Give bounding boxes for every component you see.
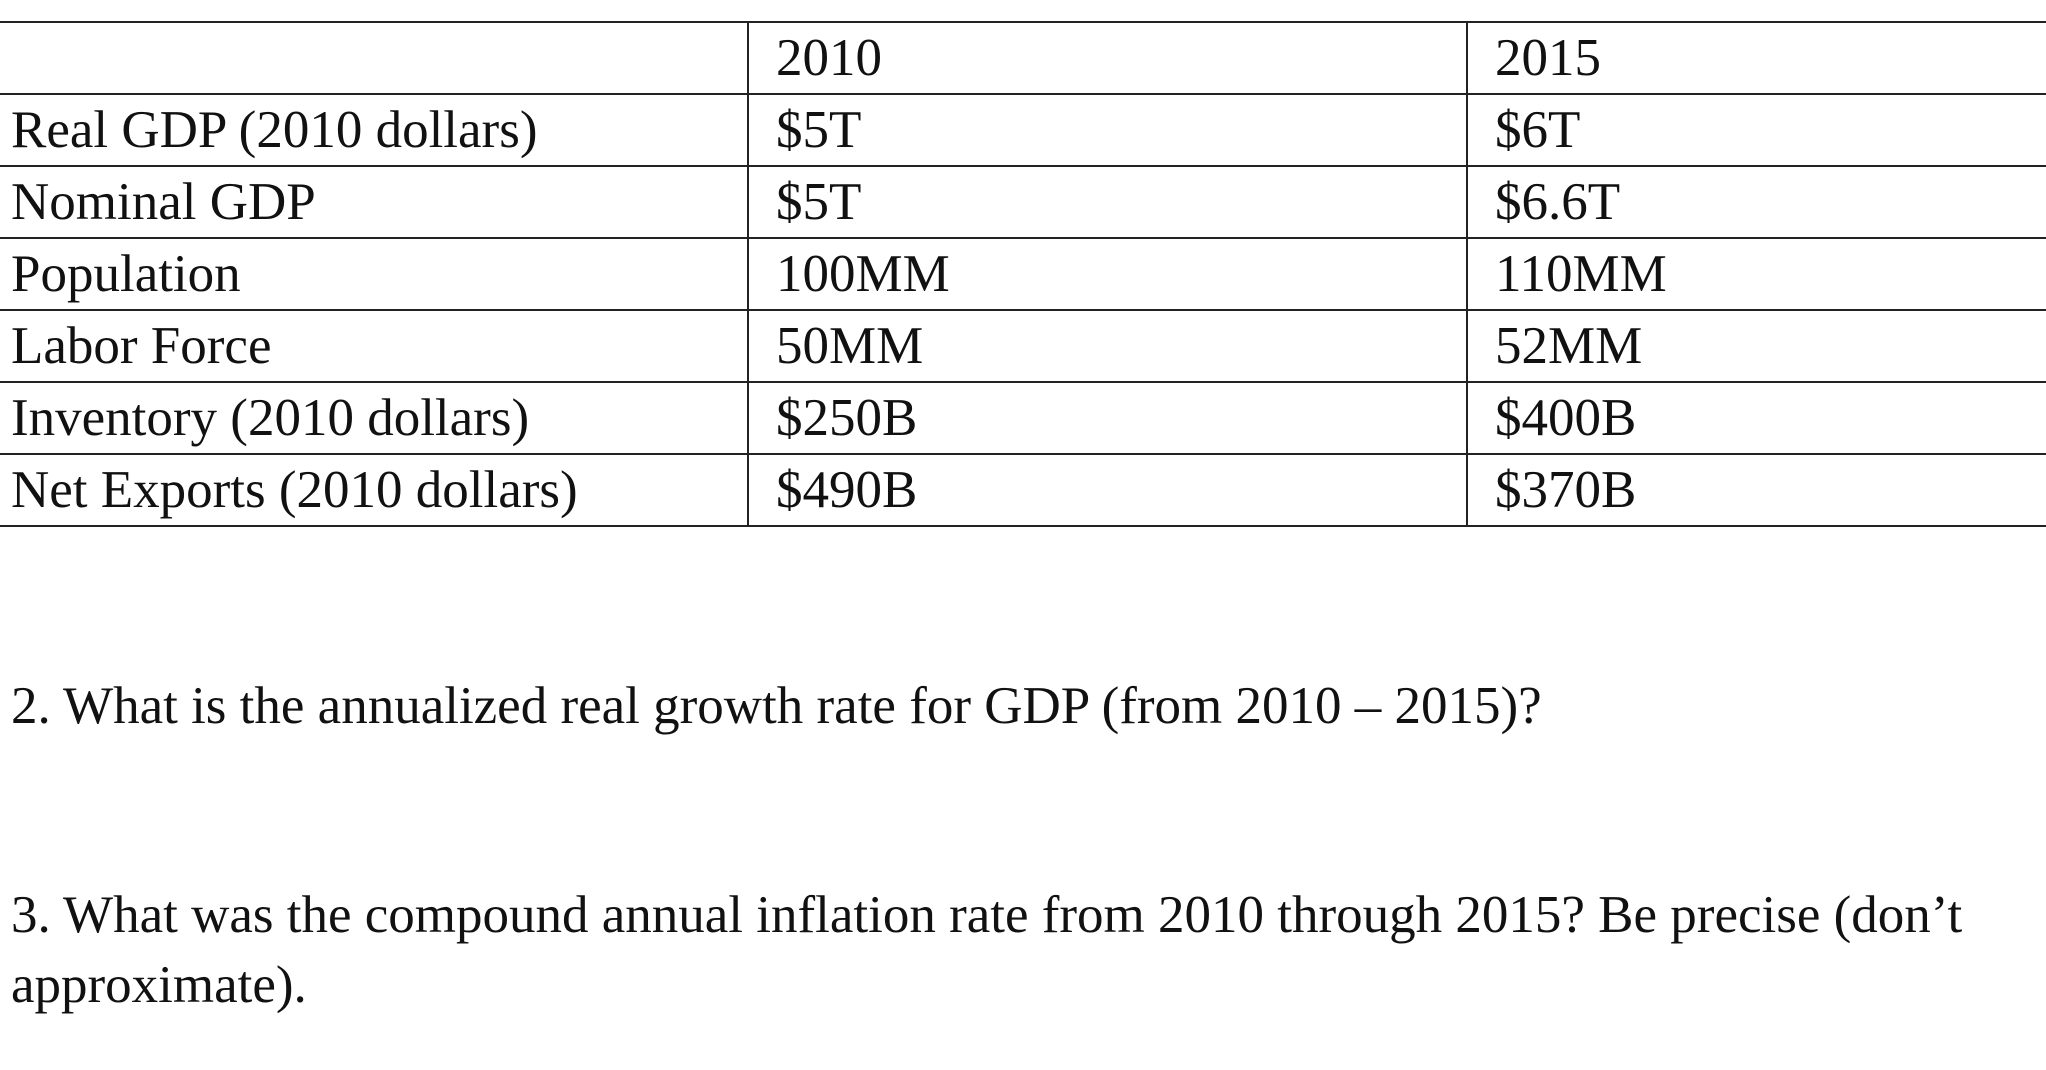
value-cell: $6T	[1466, 93, 2046, 167]
table-row: Nominal GDP $5T $6.6T	[0, 165, 2046, 239]
row-label-cell: Population	[0, 237, 748, 311]
row-label-cell: Inventory (2010 dollars)	[0, 381, 748, 455]
table-header-row: 2010 2015	[0, 21, 2046, 95]
value-cell: $5T	[747, 93, 1467, 167]
table-row: Net Exports (2010 dollars) $490B $370B	[0, 453, 2046, 527]
value-cell: $6.6T	[1466, 165, 2046, 239]
row-label-cell: Net Exports (2010 dollars)	[0, 453, 748, 527]
row-label-cell: Labor Force	[0, 309, 748, 383]
header-cell-2015: 2015	[1466, 21, 2046, 95]
table-row: Labor Force 50MM 52MM	[0, 309, 2046, 383]
value-cell: 52MM	[1466, 309, 2046, 383]
row-label-cell: Nominal GDP	[0, 165, 748, 239]
value-cell: 100MM	[747, 237, 1467, 311]
value-cell: $370B	[1466, 453, 2046, 527]
value-cell: 110MM	[1466, 237, 2046, 311]
data-table: 2010 2015 Real GDP (2010 dollars) $5T $6T N…	[0, 21, 2046, 527]
row-label-cell: Real GDP (2010 dollars)	[0, 93, 748, 167]
value-cell: $400B	[1466, 381, 2046, 455]
value-cell: $250B	[747, 381, 1467, 455]
header-cell	[0, 21, 748, 95]
table-row: Inventory (2010 dollars) $250B $400B	[0, 381, 2046, 455]
table-row: Population 100MM 110MM	[0, 237, 2046, 311]
value-cell: $5T	[747, 165, 1467, 239]
table-row: Real GDP (2010 dollars) $5T $6T	[0, 93, 2046, 167]
value-cell: $490B	[747, 453, 1467, 527]
question-3: 3. What was the compound annual inflatio…	[11, 886, 1963, 1014]
value-cell: 50MM	[747, 309, 1467, 383]
question-2: 2. What is the annualized real growth ra…	[11, 677, 1542, 735]
header-cell-2010: 2010	[747, 21, 1467, 95]
